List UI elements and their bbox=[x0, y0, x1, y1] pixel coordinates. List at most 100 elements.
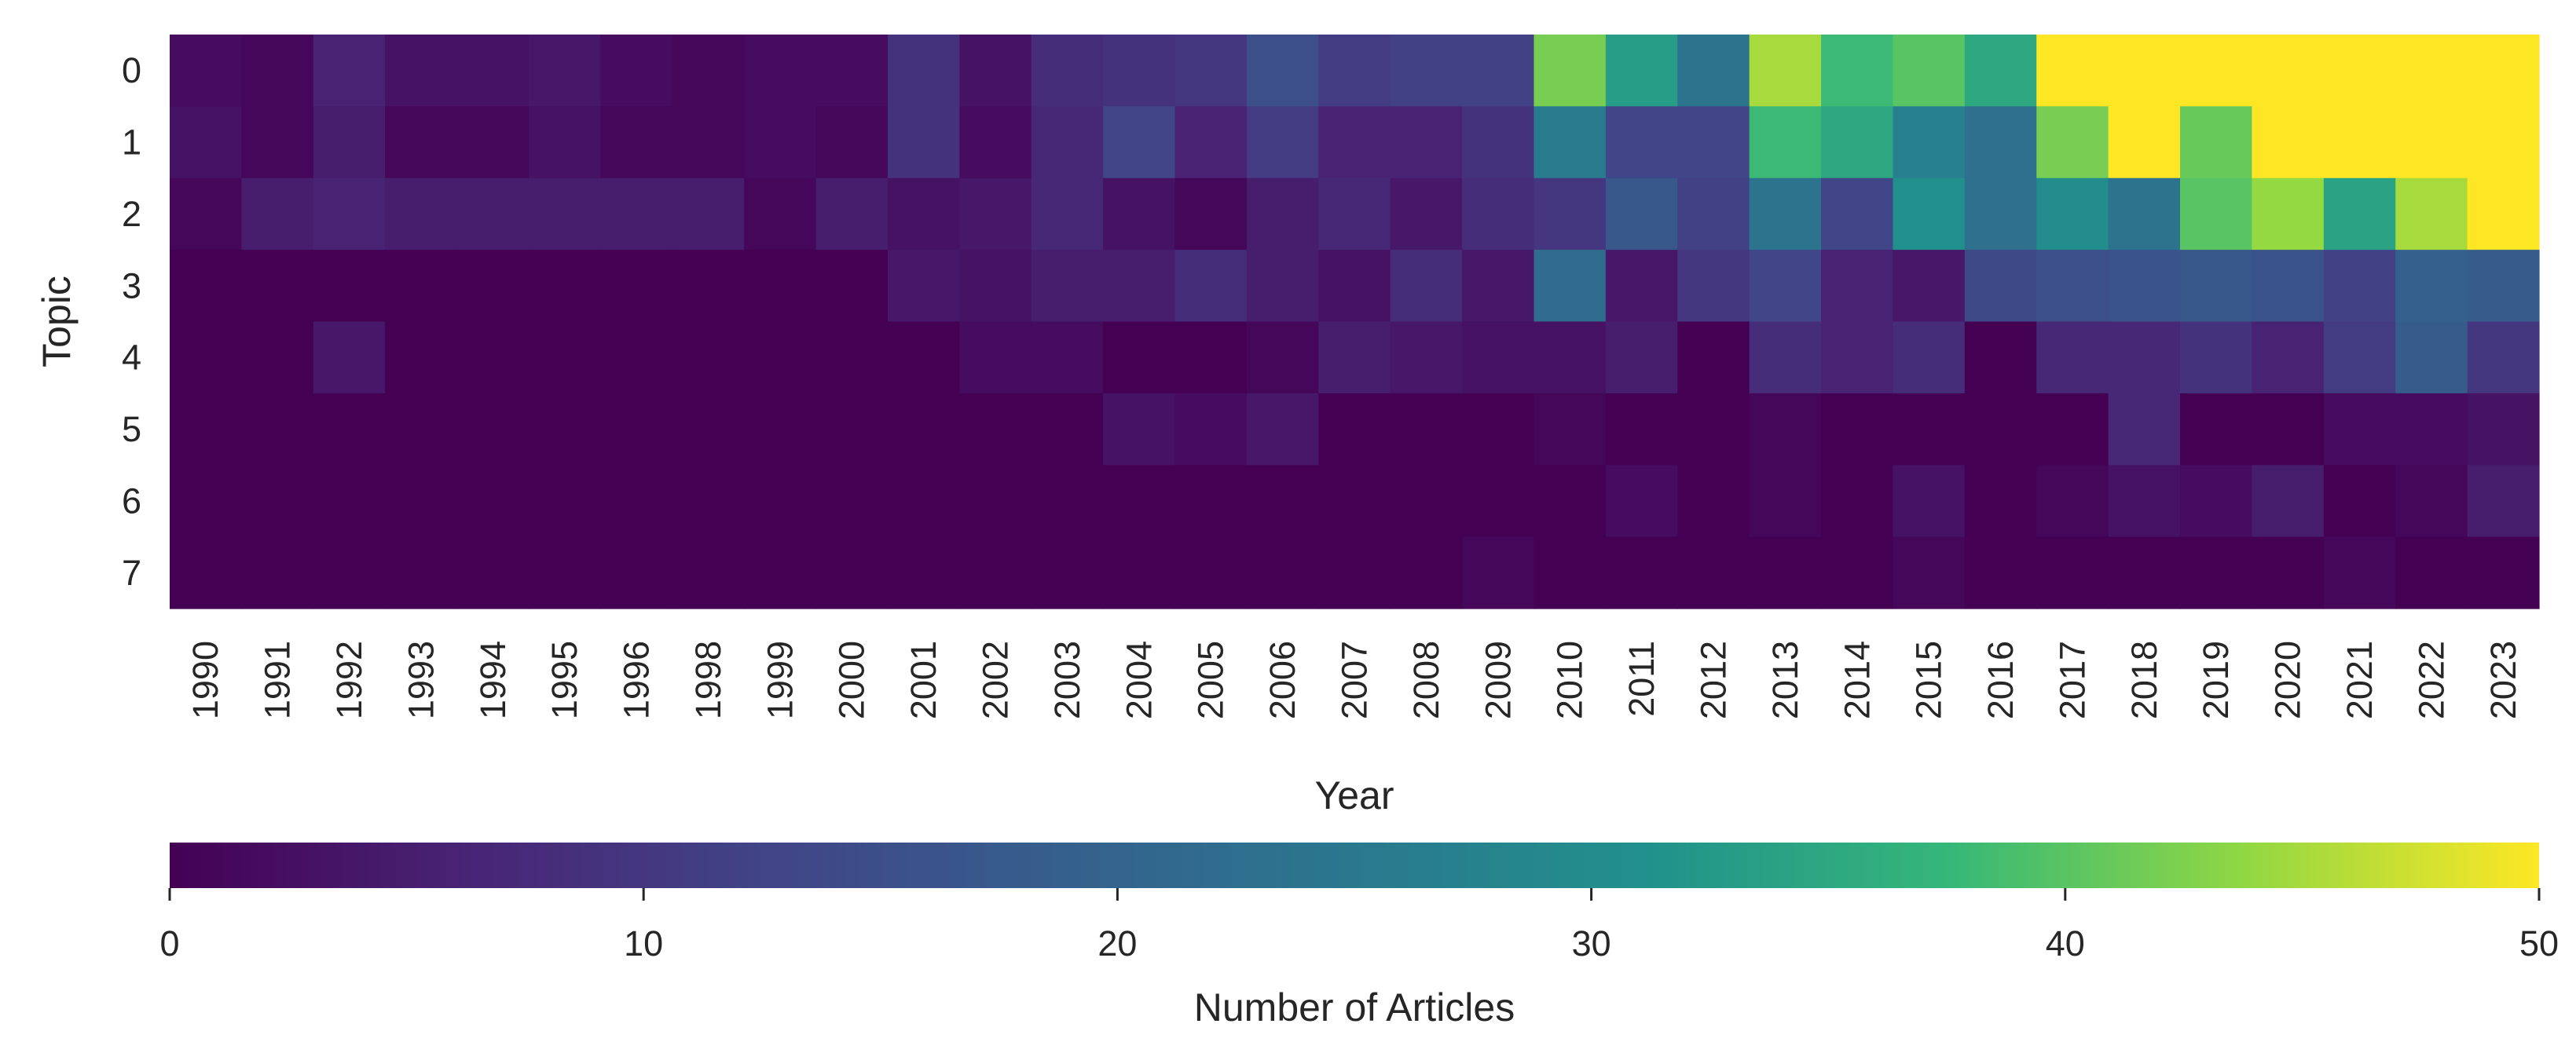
heatmap-cell bbox=[313, 250, 386, 323]
heatmap-cell bbox=[241, 35, 314, 107]
x-tick-label: 2012 bbox=[1693, 641, 1733, 719]
heatmap-cell bbox=[1174, 177, 1248, 250]
heatmap-cell bbox=[2252, 177, 2325, 250]
x-tick-label: 1991 bbox=[258, 641, 298, 719]
heatmap-cell bbox=[1964, 35, 2037, 107]
heatmap-cell bbox=[385, 106, 458, 179]
heatmap-cell bbox=[959, 393, 1032, 466]
heatmap-cell bbox=[1749, 321, 1822, 394]
colorbar-tick-label: 50 bbox=[2519, 923, 2559, 963]
heatmap-cell bbox=[170, 106, 242, 179]
heatmap-cell bbox=[1031, 35, 1104, 107]
heatmap-cell bbox=[2395, 321, 2468, 394]
heatmap-cell bbox=[1031, 536, 1104, 609]
heatmap-cell bbox=[1605, 35, 1678, 107]
heatmap-cell bbox=[600, 35, 673, 107]
heatmap-cell bbox=[1031, 106, 1104, 179]
heatmap-cell bbox=[2395, 393, 2468, 466]
heatmap-cell bbox=[1677, 393, 1750, 466]
heatmap-cell bbox=[1031, 465, 1104, 538]
heatmap-cell bbox=[1390, 35, 1463, 107]
heatmap-cell bbox=[1246, 536, 1319, 609]
heatmap-cell bbox=[600, 393, 673, 466]
heatmap-cell bbox=[2323, 465, 2396, 538]
heatmap-cell bbox=[2395, 177, 2468, 250]
heatmap-cell bbox=[672, 106, 745, 179]
heatmap-cell bbox=[1174, 35, 1248, 107]
heatmap-cell bbox=[1821, 536, 1894, 609]
heatmap-cell bbox=[1174, 106, 1248, 179]
heatmap-cell bbox=[672, 465, 745, 538]
heatmap-cell bbox=[2036, 393, 2109, 466]
heatmap-cell bbox=[1964, 536, 2037, 609]
heatmap-cell bbox=[1462, 106, 1535, 179]
x-tick-label: 2000 bbox=[832, 641, 872, 719]
heatmap-cell bbox=[1893, 536, 1966, 609]
heatmap-cell bbox=[1677, 250, 1750, 323]
heatmap-cell bbox=[2323, 393, 2396, 466]
heatmap-cell bbox=[2180, 250, 2253, 323]
heatmap-cell bbox=[887, 35, 960, 107]
heatmap-cell bbox=[959, 465, 1032, 538]
heatmap-cell bbox=[1893, 465, 1966, 538]
heatmap-cell bbox=[1677, 465, 1750, 538]
heatmap-cell bbox=[1103, 177, 1176, 250]
heatmap-cell bbox=[600, 321, 673, 394]
x-tick-label: 1992 bbox=[329, 641, 369, 719]
heatmap-cell bbox=[170, 321, 242, 394]
heatmap-cell bbox=[1174, 250, 1248, 323]
heatmap-cell bbox=[2467, 106, 2540, 179]
heatmap-cell bbox=[959, 35, 1032, 107]
heatmap-cell bbox=[815, 35, 889, 107]
heatmap-cells bbox=[170, 35, 2540, 609]
heatmap-cell bbox=[1749, 106, 1822, 179]
heatmap-cell bbox=[1103, 393, 1176, 466]
heatmap-cell bbox=[2395, 35, 2468, 107]
heatmap-cell bbox=[815, 393, 889, 466]
heatmap-cell bbox=[1534, 250, 1607, 323]
heatmap-cell bbox=[1534, 177, 1607, 250]
heatmap-cell bbox=[241, 393, 314, 466]
heatmap-cell bbox=[2252, 250, 2325, 323]
heatmap-cell bbox=[528, 393, 601, 466]
heatmap-cell bbox=[1031, 250, 1104, 323]
heatmap-cell bbox=[2395, 250, 2468, 323]
heatmap-cell bbox=[1605, 465, 1678, 538]
heatmap-cell bbox=[2323, 321, 2396, 394]
heatmap-cell bbox=[528, 321, 601, 394]
heatmap-cell bbox=[2180, 106, 2253, 179]
heatmap-cell bbox=[815, 250, 889, 323]
x-tick-label: 2007 bbox=[1335, 641, 1375, 719]
heatmap-cell bbox=[1174, 321, 1248, 394]
heatmap-cell bbox=[1749, 35, 1822, 107]
heatmap-cell bbox=[1605, 177, 1678, 250]
heatmap-cell bbox=[744, 35, 817, 107]
heatmap-cell bbox=[170, 536, 242, 609]
heatmap-cell bbox=[2108, 321, 2181, 394]
heatmap-cell bbox=[2108, 393, 2181, 466]
heatmap-cell bbox=[1318, 393, 1391, 466]
heatmap-cell bbox=[2323, 106, 2396, 179]
heatmap-cell bbox=[1462, 321, 1535, 394]
heatmap-cell bbox=[1893, 35, 1966, 107]
y-axis-label: Topic bbox=[35, 276, 79, 367]
heatmap-cell bbox=[456, 536, 529, 609]
heatmap-cell bbox=[672, 177, 745, 250]
heatmap-cell bbox=[313, 393, 386, 466]
x-tick-label: 2004 bbox=[1119, 641, 1159, 719]
heatmap-cell bbox=[1246, 393, 1319, 466]
colorbar-label: Number of Articles bbox=[1194, 985, 1515, 1029]
heatmap-cell bbox=[959, 177, 1032, 250]
heatmap-cell bbox=[1821, 177, 1894, 250]
heatmap-cell bbox=[1246, 35, 1319, 107]
x-tick-label: 1998 bbox=[688, 641, 728, 719]
heatmap-cell bbox=[2036, 536, 2109, 609]
heatmap-cell bbox=[1534, 321, 1607, 394]
x-tick-label: 2006 bbox=[1262, 641, 1303, 719]
heatmap-cell bbox=[1462, 250, 1535, 323]
heatmap-cell bbox=[2323, 536, 2396, 609]
heatmap-cell bbox=[1893, 321, 1966, 394]
x-tick-label: 2010 bbox=[1550, 641, 1590, 719]
heatmap-cell bbox=[1246, 321, 1319, 394]
